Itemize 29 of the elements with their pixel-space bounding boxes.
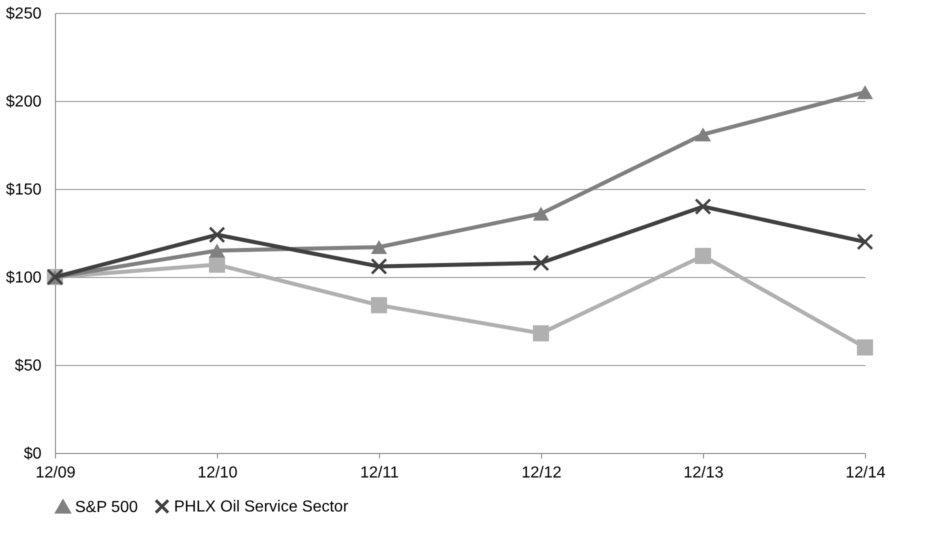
- point: [370, 258, 388, 275]
- point: [856, 339, 874, 356]
- legend-label: S&P 500: [75, 498, 138, 516]
- x-tick-label: 12/09: [35, 464, 76, 482]
- point: [208, 244, 226, 258]
- legend-label: PHLX Oil Service Sector: [174, 498, 349, 516]
- point: [532, 206, 550, 221]
- y-tick-label: $100: [6, 270, 42, 286]
- x-tick-label: 12/11: [360, 464, 400, 482]
- x-tick-label: 12/14: [845, 464, 886, 482]
- y-tick-label: $150: [6, 182, 42, 198]
- x-tick-label: 12/13: [683, 464, 724, 482]
- y-tick-label: $0: [24, 446, 42, 462]
- y-tick-label: $250: [6, 6, 42, 22]
- y-tick-label: $50: [14, 358, 42, 374]
- point: [208, 256, 226, 273]
- point: [532, 254, 550, 272]
- point: [694, 198, 712, 215]
- point: [370, 240, 388, 254]
- point: [532, 325, 550, 342]
- point: [694, 248, 712, 264]
- x-tick-label: 12/12: [521, 464, 562, 482]
- point: [856, 85, 874, 100]
- point: [694, 127, 712, 142]
- point: [208, 226, 226, 244]
- point: [370, 297, 388, 314]
- point: [856, 233, 874, 250]
- x-tick-label: 12/10: [197, 464, 238, 482]
- y-tick-label: $200: [6, 94, 42, 110]
